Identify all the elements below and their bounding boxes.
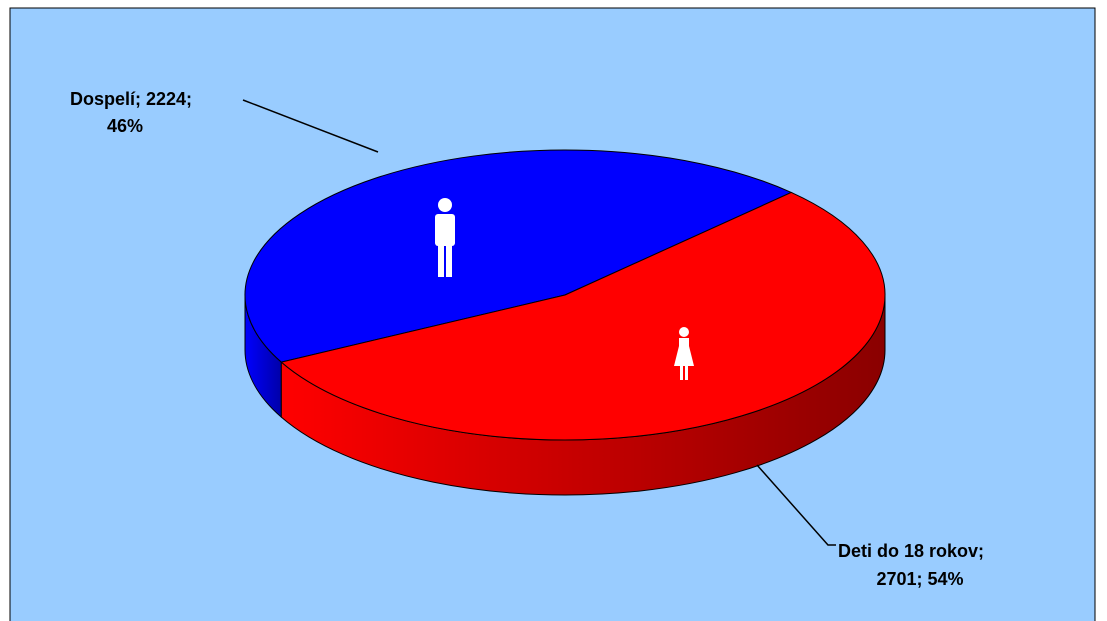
leader-line	[756, 464, 836, 546]
data-label: 2701; 54%	[876, 569, 963, 589]
data-label: 46%	[107, 116, 143, 136]
leader-line	[242, 99, 379, 153]
pie	[244, 149, 886, 496]
slice	[280, 191, 886, 441]
man-icon	[435, 198, 455, 277]
data-label: Dospelí; 2224;	[70, 89, 192, 109]
girl-icon	[674, 327, 694, 380]
data-label: Deti do 18 rokov;	[838, 541, 984, 561]
icons	[435, 198, 694, 380]
slice	[244, 149, 793, 363]
